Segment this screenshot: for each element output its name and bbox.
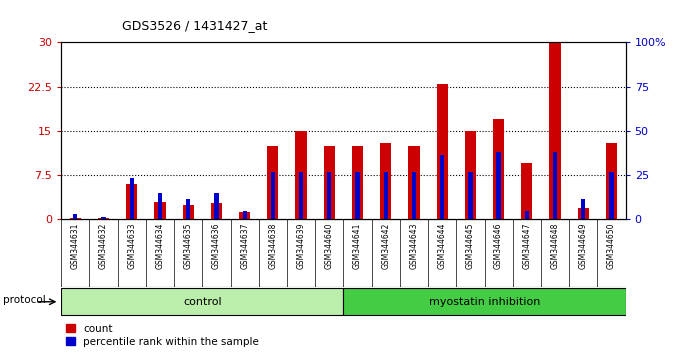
Text: GSM344643: GSM344643 (409, 223, 418, 269)
Text: GSM344637: GSM344637 (240, 223, 249, 269)
Text: GSM344634: GSM344634 (156, 223, 165, 269)
Text: GSM344631: GSM344631 (71, 223, 80, 269)
Text: GSM344639: GSM344639 (296, 223, 305, 269)
Text: GSM344633: GSM344633 (127, 223, 136, 269)
Bar (101, 217, 105, 219)
Text: GSM344645: GSM344645 (466, 223, 475, 269)
Text: GSM344636: GSM344636 (212, 223, 221, 269)
Bar (295, 131, 307, 219)
Bar (553, 152, 557, 219)
Bar (521, 164, 532, 219)
Text: GSM344650: GSM344650 (607, 223, 616, 269)
Bar (577, 208, 589, 219)
Bar (73, 213, 78, 219)
Bar (408, 146, 420, 219)
Text: myostatin inhibition: myostatin inhibition (429, 297, 540, 307)
Text: GDS3526 / 1431427_at: GDS3526 / 1431427_at (122, 19, 268, 32)
Bar (324, 146, 335, 219)
Bar (239, 212, 250, 219)
Bar (158, 193, 162, 219)
Bar (609, 172, 613, 219)
Bar (211, 203, 222, 219)
Bar (356, 172, 360, 219)
Bar (186, 199, 190, 219)
Bar (69, 218, 81, 219)
Bar (61, 288, 343, 315)
Text: GSM344648: GSM344648 (551, 223, 560, 269)
Text: GSM344646: GSM344646 (494, 223, 503, 269)
Bar (267, 146, 279, 219)
Text: control: control (183, 297, 222, 307)
Bar (525, 211, 529, 219)
Bar (352, 146, 363, 219)
Text: protocol: protocol (3, 295, 46, 305)
Bar (380, 143, 392, 219)
Bar (299, 172, 303, 219)
Bar (496, 152, 500, 219)
Text: GSM344649: GSM344649 (579, 223, 588, 269)
Text: GSM344641: GSM344641 (353, 223, 362, 269)
Bar (130, 178, 134, 219)
Text: GSM344642: GSM344642 (381, 223, 390, 269)
Bar (606, 143, 617, 219)
Bar (440, 155, 444, 219)
Bar (343, 288, 626, 315)
Bar (384, 172, 388, 219)
Bar (437, 84, 448, 219)
Bar (412, 172, 416, 219)
Text: GSM344647: GSM344647 (522, 223, 531, 269)
Bar (126, 184, 137, 219)
Bar (243, 211, 247, 219)
Bar (214, 193, 218, 219)
Legend: count, percentile rank within the sample: count, percentile rank within the sample (67, 324, 259, 347)
Text: GSM344632: GSM344632 (99, 223, 108, 269)
Bar (154, 202, 166, 219)
Bar (98, 218, 109, 219)
Bar (182, 205, 194, 219)
Bar (469, 172, 473, 219)
Bar (581, 199, 585, 219)
Text: GSM344638: GSM344638 (269, 223, 277, 269)
Text: GSM344644: GSM344644 (438, 223, 447, 269)
Text: GSM344640: GSM344640 (325, 223, 334, 269)
Bar (549, 42, 561, 219)
Bar (464, 131, 476, 219)
Bar (271, 172, 275, 219)
Bar (493, 119, 505, 219)
Text: GSM344635: GSM344635 (184, 223, 192, 269)
Bar (327, 172, 331, 219)
